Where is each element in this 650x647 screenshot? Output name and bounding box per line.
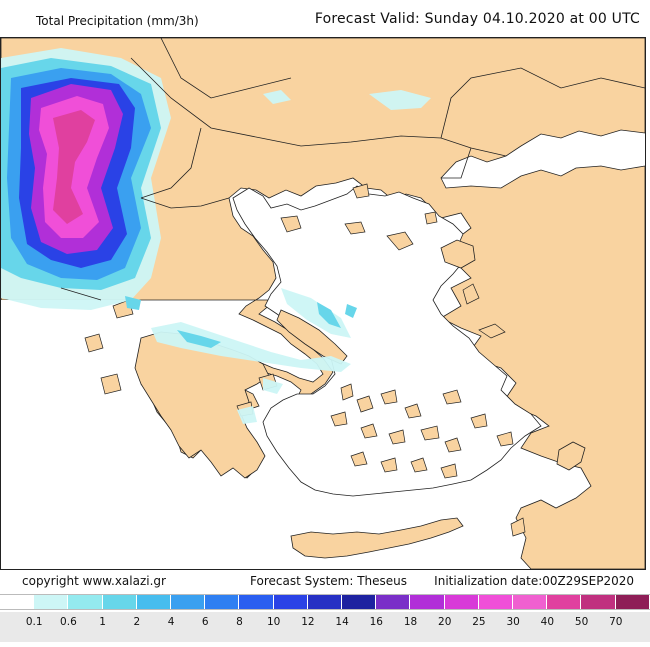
legend-label: 50 (574, 616, 589, 628)
legend-swatch (547, 595, 582, 609)
legend-label: 4 (167, 616, 175, 628)
copyright-text: copyright www.xalazi.gr (22, 574, 166, 588)
country-borders (60, 38, 645, 301)
legend-swatch (478, 595, 514, 609)
forecast-valid-label: Forecast Valid: Sunday 04.10.2020 at 00 … (314, 11, 640, 27)
legend-swatch (444, 595, 479, 609)
legend-swatch (136, 595, 172, 609)
legend-label: 6 (201, 616, 209, 628)
legend-color-bar (0, 594, 650, 610)
rhodes (556, 441, 586, 471)
legend-swatch (34, 595, 69, 609)
legend-label: 8 (236, 616, 243, 628)
legend-label: 18 (403, 616, 418, 628)
legend-labels: 0.1 0.6 1 2 4 6 8 10 12 14 16 18 20 25 30 40 50 70 (0, 612, 650, 642)
legend-label: 0.6 (60, 616, 77, 628)
legend-swatch (581, 595, 616, 609)
legend-swatch (0, 595, 35, 609)
ionian-sea (1, 300, 301, 569)
legend-swatch (410, 595, 445, 609)
legend-label: 10 (266, 616, 281, 628)
legend-label: 12 (301, 616, 315, 628)
legend-swatch (307, 595, 343, 609)
map-canvas (1, 38, 645, 569)
legend-label: 70 (609, 616, 623, 628)
legend-swatch (615, 595, 650, 609)
legend-swatch (171, 595, 206, 609)
legend-swatch (102, 595, 137, 609)
forecast-system-text: Forecast System: Theseus (250, 574, 408, 588)
legend-label: 1 (99, 616, 106, 628)
legend-label: 2 (133, 616, 141, 628)
legend-label: 16 (369, 616, 383, 628)
lesbos (440, 239, 476, 269)
legend-swatch (273, 595, 308, 609)
legend-swatch (376, 595, 411, 609)
initialization-date-text: Initialization date:00Z29SEP2020 (434, 574, 634, 588)
legend-label: 0.1 (25, 616, 43, 628)
legend-label: 14 (335, 616, 349, 628)
legend-swatch (239, 595, 274, 609)
legend-swatch (342, 595, 377, 609)
legend-swatch (68, 595, 103, 609)
legend-label: 25 (472, 616, 486, 628)
legend-swatch (513, 595, 548, 609)
legend-swatch (205, 595, 240, 609)
legend-label: 30 (506, 616, 520, 628)
precip-very-heavy (29, 84, 123, 254)
legend-label: 40 (540, 616, 555, 628)
legend-label: 20 (438, 616, 452, 628)
map-title: Total Precipitation (mm/3h) (36, 14, 199, 28)
crete (290, 517, 464, 559)
precipitation-map (0, 37, 646, 570)
